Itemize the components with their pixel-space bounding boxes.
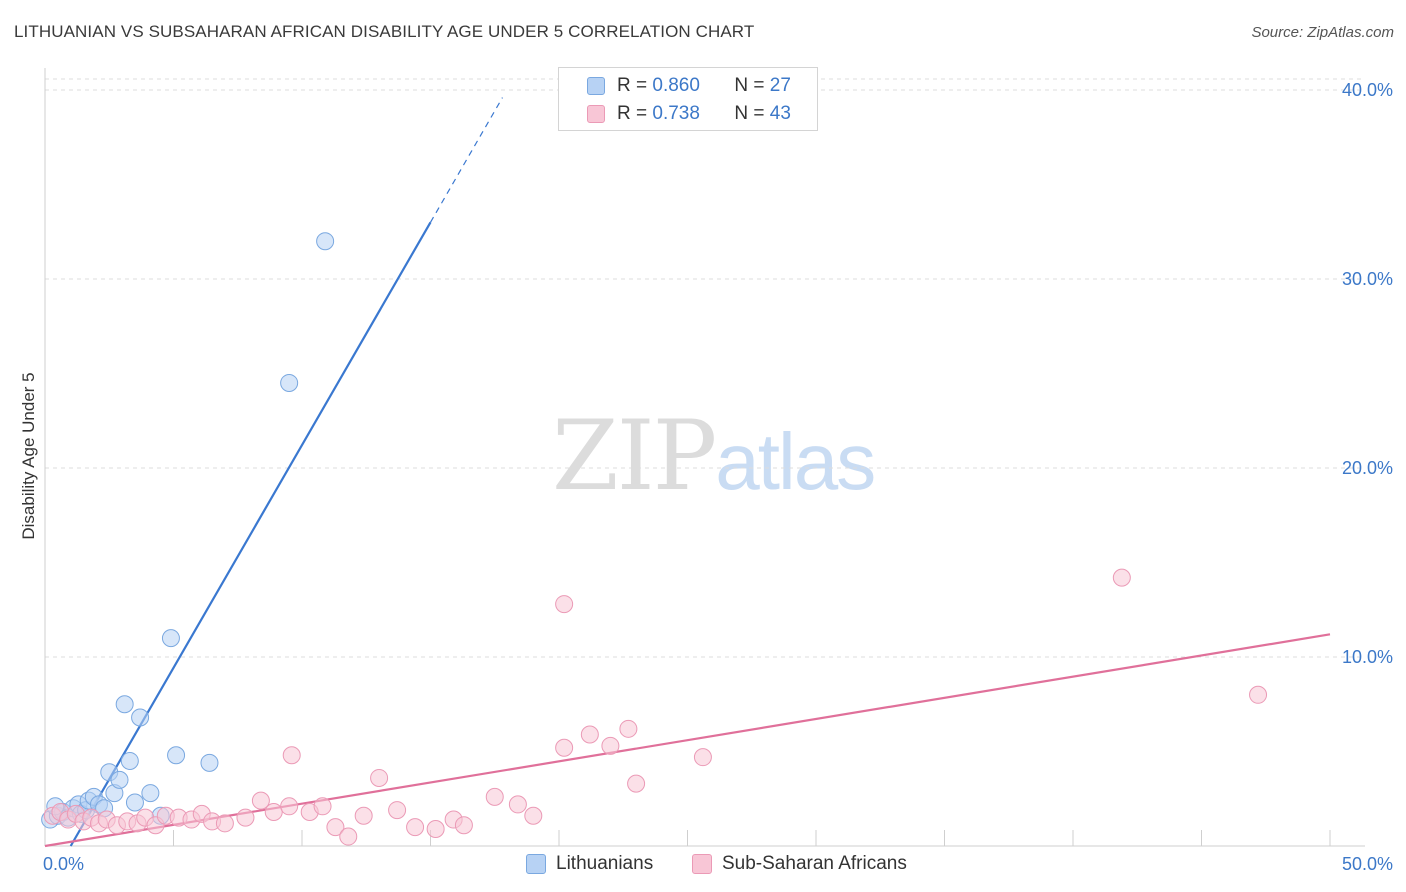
point-subsaharan xyxy=(1112,568,1131,587)
x-tick-label: 0.0% xyxy=(43,854,84,874)
legend-n-label: N = xyxy=(734,75,770,96)
point-subsaharan xyxy=(326,818,345,837)
chart-title: LITHUANIAN VS SUBSAHARAN AFRICAN DISABIL… xyxy=(14,22,755,41)
tick-labels: 10.0% 20.0% 30.0% 40.0% 0.0% 50.0% xyxy=(43,80,1393,874)
legend-n-label: N = xyxy=(734,103,770,124)
legend-swatch-pink xyxy=(587,105,605,123)
point-subsaharan xyxy=(354,806,373,825)
point-lithuanian xyxy=(115,695,134,714)
trend-line-subsaharan xyxy=(44,633,1331,848)
point-subsaharan xyxy=(313,797,332,816)
x-tick-label: 50.0% xyxy=(1342,854,1393,874)
point-lithuanian xyxy=(131,708,150,727)
point-subsaharan xyxy=(485,787,504,806)
point-lithuanian xyxy=(280,373,299,392)
point-subsaharan xyxy=(236,808,255,827)
legend-row-subsaharan: R = 0.738 N = 43 xyxy=(559,100,791,128)
point-subsaharan xyxy=(454,816,473,835)
legend-n-value: 27 xyxy=(769,75,791,96)
point-lithuanian xyxy=(167,746,186,765)
point-subsaharan xyxy=(215,814,234,833)
point-lithuanian xyxy=(110,770,129,789)
y-tick-label: 30.0% xyxy=(1342,269,1393,289)
legend-r-value: 0.860 xyxy=(652,75,700,96)
bottom-swatch-blue xyxy=(526,854,546,874)
point-subsaharan xyxy=(619,719,638,738)
trend-line-lithuanians xyxy=(69,221,432,847)
watermark-atlas: atlas xyxy=(715,417,876,506)
point-subsaharan xyxy=(1249,685,1268,704)
point-lithuanian xyxy=(200,753,219,772)
legend: R = 0.860 N = 27 R = 0.738 N = 43 xyxy=(558,67,818,131)
grid xyxy=(45,78,1365,658)
point-subsaharan xyxy=(282,746,301,765)
point-subsaharan xyxy=(388,801,407,820)
y-tick-label: 20.0% xyxy=(1342,458,1393,478)
y-axis-label: Disability Age Under 5 xyxy=(19,372,38,539)
point-subsaharan xyxy=(339,827,358,846)
watermark: ZIPatlas xyxy=(552,400,876,512)
point-subsaharan xyxy=(280,797,299,816)
point-lithuanian xyxy=(125,793,144,812)
bottom-legend-subsaharan: Sub-Saharan Africans xyxy=(692,850,907,878)
bottom-legend-lithuanians-label: Lithuanians xyxy=(556,853,654,874)
point-subsaharan xyxy=(264,802,283,821)
source-label: Source: ZipAtlas.com xyxy=(1251,24,1394,41)
watermark-zip: ZIP xyxy=(552,400,717,512)
point-subsaharan xyxy=(426,819,445,838)
legend-r-value: 0.738 xyxy=(652,103,700,124)
point-lithuanian xyxy=(141,784,160,803)
point-subsaharan xyxy=(370,768,389,787)
point-subsaharan xyxy=(524,806,543,825)
bottom-swatch-pink xyxy=(692,854,712,874)
bottom-legend-lithuanians: Lithuanians xyxy=(526,850,653,878)
legend-row-lithuanians: R = 0.860 N = 27 xyxy=(559,72,791,100)
y-tick-label: 10.0% xyxy=(1342,647,1393,667)
y-tick-label: 40.0% xyxy=(1342,80,1393,100)
trend-line-lithuanians-extension xyxy=(429,97,503,223)
point-lithuanian xyxy=(161,629,180,648)
point-subsaharan xyxy=(627,774,646,793)
point-subsaharan xyxy=(580,725,599,744)
legend-r-label: R = xyxy=(617,103,653,124)
trend-lines xyxy=(44,97,1331,848)
point-subsaharan xyxy=(555,595,574,614)
point-subsaharan xyxy=(251,791,270,810)
point-subsaharan xyxy=(406,818,425,837)
legend-r-label: R = xyxy=(617,75,653,96)
data-points xyxy=(41,232,1268,846)
point-subsaharan xyxy=(693,748,712,767)
legend-swatch-blue xyxy=(587,77,605,95)
point-subsaharan xyxy=(601,736,620,755)
bottom-legend-subsaharan-label: Sub-Saharan Africans xyxy=(722,853,907,874)
legend-n-value: 43 xyxy=(769,103,791,124)
point-subsaharan xyxy=(508,795,527,814)
point-subsaharan xyxy=(555,738,574,757)
point-lithuanian xyxy=(316,232,335,251)
point-lithuanian xyxy=(120,751,139,770)
axes xyxy=(44,68,1365,847)
